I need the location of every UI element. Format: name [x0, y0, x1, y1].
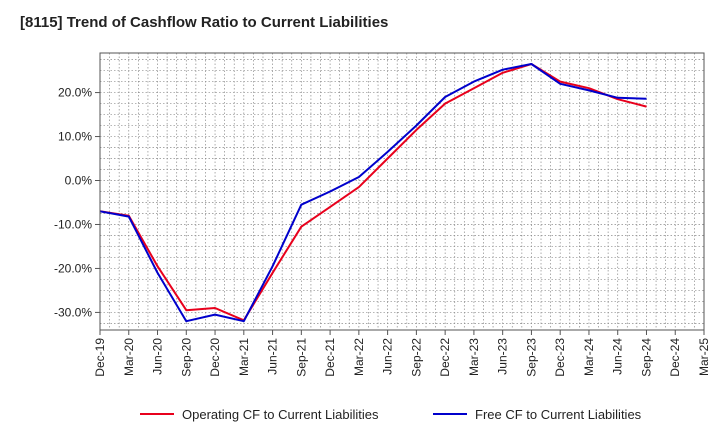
y-tick-label: -10.0%	[54, 217, 92, 231]
x-tick-label: Jun-23	[496, 338, 510, 375]
x-tick-label: Sep-23	[524, 338, 538, 377]
legend-label: Free CF to Current Liabilities	[475, 407, 642, 422]
x-axis: Dec-19 Mar-20 Jun-20 Sep-20 Dec-20 Mar-21 Jun-…	[93, 330, 711, 377]
y-axis: -30.0% -20.0% -10.0% 0.0% 10.0% 20.0%	[54, 86, 100, 319]
y-tick-label: 20.0%	[58, 86, 92, 100]
plot-border	[99, 52, 705, 331]
x-tick-label: Sep-22	[409, 338, 423, 377]
chart-title: [8115] Trend of Cashflow Ratio to Curren…	[20, 14, 389, 31]
x-tick-label: Sep-24	[639, 338, 653, 377]
x-tick-label: Dec-20	[208, 338, 222, 377]
legend: Operating CF to Current Liabilities Free …	[140, 407, 642, 422]
y-tick-label: -30.0%	[54, 305, 92, 319]
x-tick-label: Jun-22	[381, 338, 395, 375]
series-lines	[99, 63, 647, 323]
series-line-1	[99, 63, 647, 322]
x-tick-label: Sep-20	[179, 338, 193, 377]
y-tick-label: 10.0%	[58, 130, 92, 144]
x-tick-label: Mar-23	[467, 338, 481, 376]
x-tick-label: Mar-20	[122, 338, 136, 376]
series-line-2	[99, 63, 647, 323]
legend-label: Operating CF to Current Liabilities	[182, 407, 379, 422]
x-tick-label: Dec-21	[323, 338, 337, 377]
x-tick-label: Mar-22	[352, 338, 366, 376]
x-tick-label: Dec-19	[93, 338, 107, 377]
x-tick-label: Jun-24	[611, 338, 625, 375]
x-tick-label: Sep-21	[294, 338, 308, 377]
x-tick-label: Mar-25	[697, 338, 711, 376]
y-tick-label: -20.0%	[54, 261, 92, 275]
x-tick-label: Mar-21	[237, 338, 251, 376]
x-tick-label: Jun-20	[151, 338, 165, 375]
x-tick-label: Jun-21	[266, 338, 280, 375]
y-tick-label: 0.0%	[65, 174, 93, 188]
x-tick-label: Dec-22	[438, 338, 452, 377]
x-tick-label: Dec-23	[553, 338, 567, 377]
x-tick-label: Mar-24	[582, 338, 596, 376]
x-tick-label: Dec-24	[668, 338, 682, 377]
